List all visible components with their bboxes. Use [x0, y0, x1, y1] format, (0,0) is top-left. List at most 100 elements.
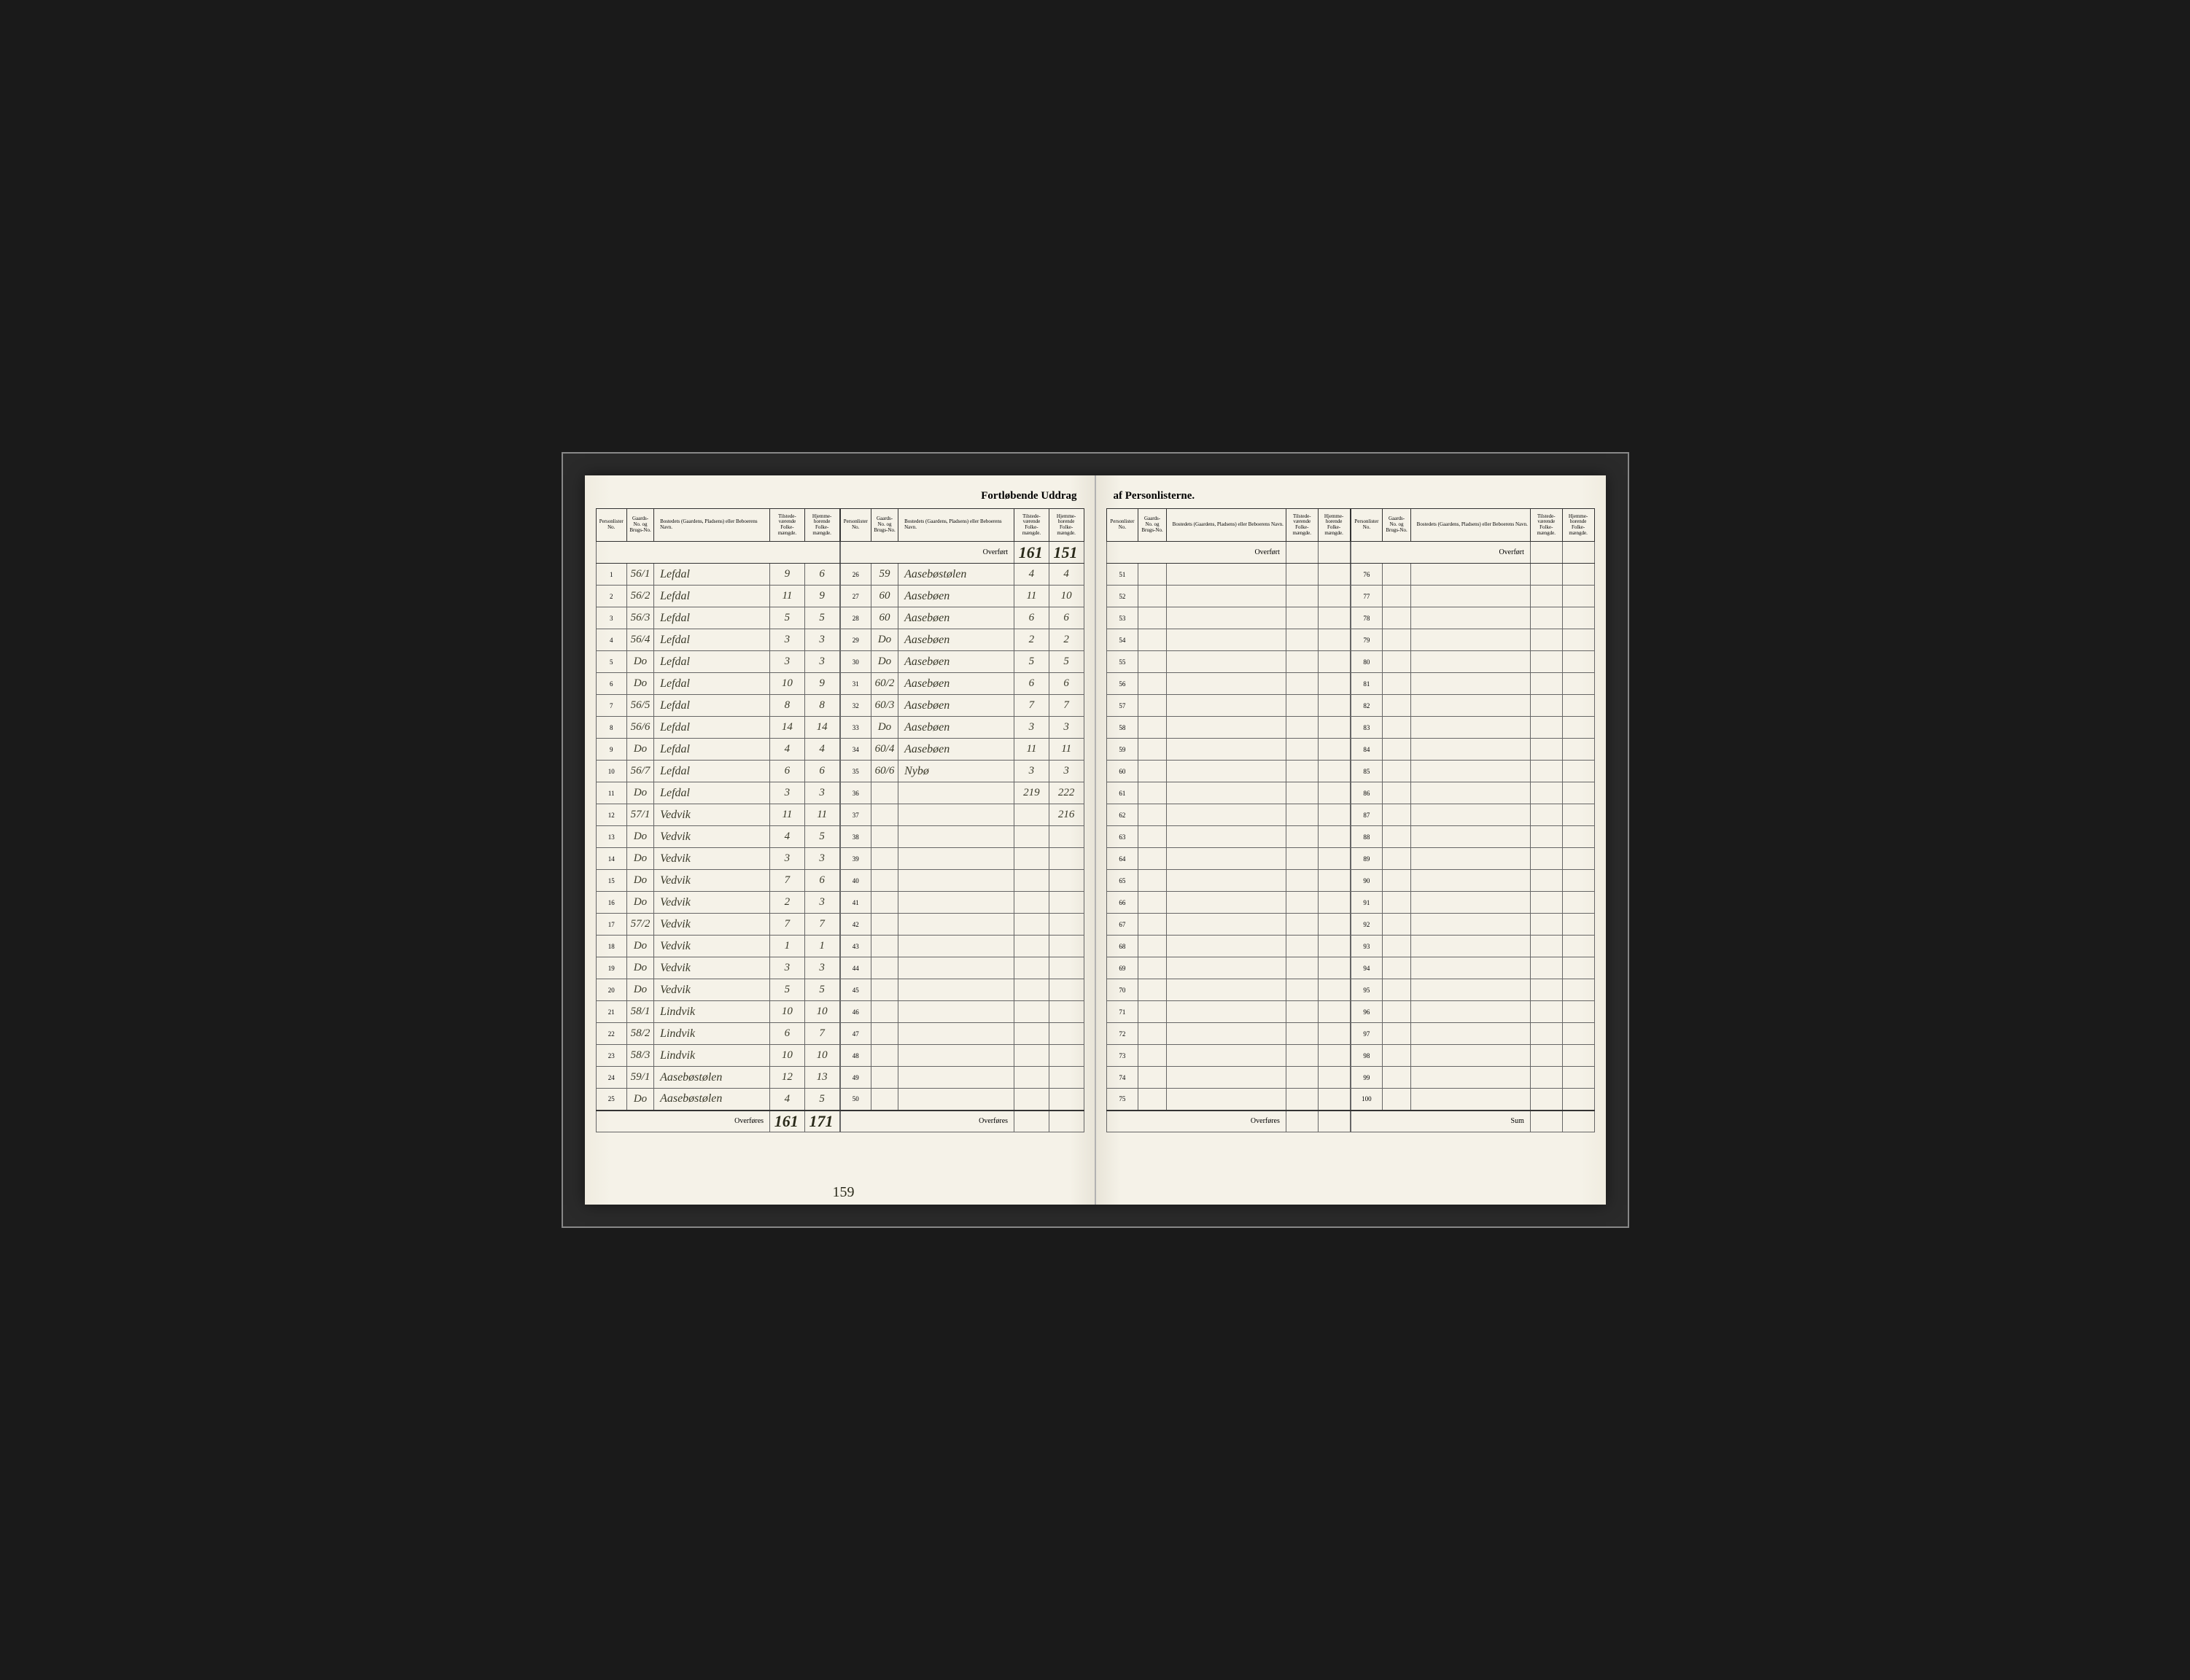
row-no: 94: [1351, 957, 1383, 979]
row-gaard: 59: [871, 564, 898, 586]
row-gaard: Do: [626, 739, 653, 761]
row-bosted: [1166, 979, 1286, 1001]
row-tilstede: 219: [1014, 782, 1049, 804]
row-bosted: [1166, 564, 1286, 586]
row-tilstede: [1286, 936, 1318, 957]
row-hjemme: [1318, 914, 1350, 936]
row-no: 5: [596, 651, 626, 673]
row-hjemme: 222: [1049, 782, 1084, 804]
row-bosted: [898, 936, 1014, 957]
row-tilstede: [1286, 673, 1318, 695]
row-bosted: Aasebøstølen: [898, 564, 1014, 586]
row-gaard: [871, 804, 898, 826]
row-bosted: [1410, 586, 1530, 607]
row-bosted: [1410, 826, 1530, 848]
row-hjemme: 3: [804, 957, 839, 979]
row-no: 18: [596, 936, 626, 957]
table-row: 43: [840, 936, 1084, 957]
table-row: 65: [1106, 870, 1350, 892]
row-hjemme: 13: [804, 1067, 839, 1089]
row-gaard: 56/4: [626, 629, 653, 651]
row-bosted: [1166, 673, 1286, 695]
row-hjemme: [1318, 1001, 1350, 1023]
row-hjemme: [1562, 1089, 1594, 1111]
row-hjemme: [1562, 607, 1594, 629]
row-no: 6: [596, 673, 626, 695]
row-bosted: [1166, 717, 1286, 739]
row-hjemme: [1562, 870, 1594, 892]
row-hjemme: [1318, 717, 1350, 739]
row-no: 60: [1106, 761, 1138, 782]
row-gaard: 56/1: [626, 564, 653, 586]
row-gaard: [1138, 761, 1166, 782]
row-no: 53: [1106, 607, 1138, 629]
ledger-column-c: Personlister No. Gaards-No. og Brugs-No.…: [1106, 508, 1351, 1132]
table-row: 156/1Lefdal96: [596, 564, 839, 586]
row-tilstede: 3: [770, 957, 805, 979]
row-hjemme: 7: [804, 914, 839, 936]
row-gaard: [1383, 1001, 1410, 1023]
row-hjemme: [1049, 1001, 1084, 1023]
row-no: 10: [596, 761, 626, 782]
table-row: 41: [840, 892, 1084, 914]
row-hjemme: [1562, 586, 1594, 607]
sum-label: Sum: [1351, 1111, 1530, 1132]
row-tilstede: [1530, 739, 1562, 761]
row-hjemme: 9: [804, 586, 839, 607]
row-tilstede: [1286, 979, 1318, 1001]
row-bosted: Lefdal: [654, 739, 770, 761]
table-row: 87: [1351, 804, 1594, 826]
table-row: 36219222: [840, 782, 1084, 804]
row-tilstede: [1286, 739, 1318, 761]
row-no: 56: [1106, 673, 1138, 695]
row-hjemme: 7: [1049, 695, 1084, 717]
table-row: 77: [1351, 586, 1594, 607]
row-tilstede: 7: [1014, 695, 1049, 717]
row-hjemme: 6: [1049, 607, 1084, 629]
ledger-column-a: Personlister No. Gaards-No. og Brugs-No.…: [596, 508, 840, 1132]
row-no: 75: [1106, 1089, 1138, 1111]
row-hjemme: 4: [804, 739, 839, 761]
row-gaard: Do: [626, 848, 653, 870]
page-title-left: Fortløbende Uddrag: [596, 490, 1084, 502]
row-hjemme: [1318, 892, 1350, 914]
row-bosted: [1410, 936, 1530, 957]
row-hjemme: [1318, 826, 1350, 848]
row-tilstede: [1530, 564, 1562, 586]
row-no: 9: [596, 739, 626, 761]
row-hjemme: 216: [1049, 804, 1084, 826]
row-gaard: 56/5: [626, 695, 653, 717]
row-gaard: 60: [871, 607, 898, 629]
row-bosted: Lefdal: [654, 695, 770, 717]
row-bosted: Aasebøen: [898, 586, 1014, 607]
row-bosted: Aasebøen: [898, 629, 1014, 651]
row-hjemme: 3: [1049, 761, 1084, 782]
table-row: 67: [1106, 914, 1350, 936]
row-hjemme: [1049, 892, 1084, 914]
table-row: 89: [1351, 848, 1594, 870]
row-tilstede: [1014, 848, 1049, 870]
row-bosted: [1166, 629, 1286, 651]
row-hjemme: [1318, 695, 1350, 717]
row-hjemme: [1562, 564, 1594, 586]
row-bosted: [1410, 607, 1530, 629]
row-hjemme: 4: [1049, 564, 1084, 586]
table-row: 75: [1106, 1089, 1350, 1111]
row-gaard: [871, 1089, 898, 1111]
row-bosted: Aasebøen: [898, 607, 1014, 629]
table-row: 50: [840, 1089, 1084, 1111]
row-gaard: 60/4: [871, 739, 898, 761]
row-hjemme: [1049, 1067, 1084, 1089]
table-row: 68: [1106, 936, 1350, 957]
row-bosted: Lindvik: [654, 1045, 770, 1067]
table-row: 39: [840, 848, 1084, 870]
row-tilstede: 3: [1014, 761, 1049, 782]
row-tilstede: [1530, 782, 1562, 804]
row-hjemme: [1049, 826, 1084, 848]
row-tilstede: 5: [770, 979, 805, 1001]
table-row: 40: [840, 870, 1084, 892]
row-no: 80: [1351, 651, 1383, 673]
row-gaard: [1383, 1089, 1410, 1111]
row-tilstede: [1530, 892, 1562, 914]
row-hjemme: [1049, 1045, 1084, 1067]
